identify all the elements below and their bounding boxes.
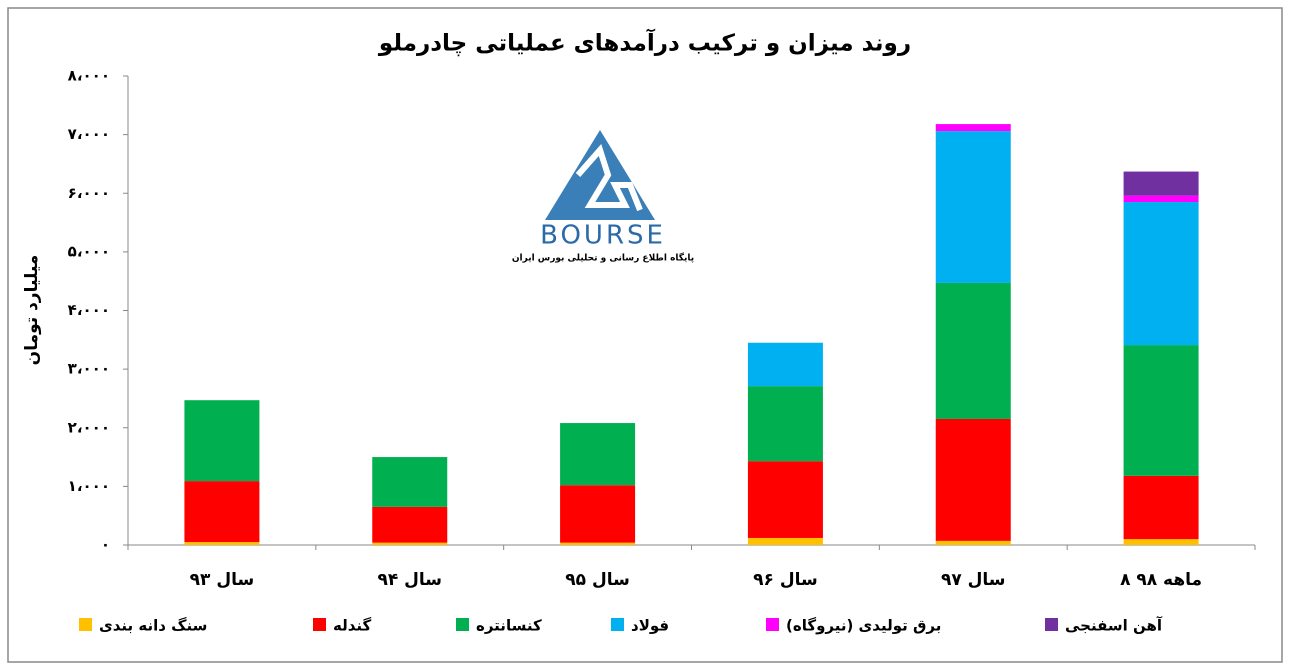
logo: BOURSE پایگاه اطلاع رسانی و تحلیلی بورس … <box>512 100 694 270</box>
bar-segment <box>372 542 448 545</box>
bar-segment <box>560 542 636 545</box>
y-tick-label: ۵،۰۰۰ <box>68 242 110 260</box>
bar-segment <box>184 542 260 545</box>
logo-mark <box>575 144 643 212</box>
bar-segment <box>1123 171 1199 196</box>
bar-segment <box>1123 539 1199 545</box>
x-tick-label: سال ۹۵ <box>565 570 630 590</box>
legend-swatch <box>766 618 779 631</box>
bar-segment <box>184 481 260 543</box>
x-tick-label: ۸ ماهه ۹۸ <box>1120 570 1202 590</box>
bar-segment <box>1123 475 1199 540</box>
y-tick-label: ۴،۰۰۰ <box>68 301 110 319</box>
logo-text: BOURSE <box>540 221 666 251</box>
bar-segment <box>560 423 636 486</box>
bar-segment <box>935 418 1011 541</box>
bar-segment <box>747 461 823 538</box>
y-tick-label: ۷،۰۰۰ <box>68 125 110 143</box>
y-tick-label: ۸،۰۰۰ <box>68 67 110 85</box>
x-tick-label: سال ۹۶ <box>753 570 818 590</box>
legend-swatch <box>456 618 469 631</box>
legend-swatch <box>79 618 92 631</box>
bar-segment <box>184 400 260 482</box>
logo-triangle <box>545 130 655 220</box>
bar-segment <box>935 131 1011 283</box>
y-tick-label: ۰ <box>101 536 110 554</box>
x-tick-label: سال ۹۴ <box>377 570 442 590</box>
legend-label: سنگ دانه بندی <box>99 617 207 635</box>
bar-segment <box>747 537 823 545</box>
bar-segment <box>747 342 823 387</box>
legend-label: برق تولیدی (نیروگاه) <box>786 617 941 635</box>
bar-segment <box>372 457 448 507</box>
bar-segment <box>747 386 823 462</box>
legend-label: گندله <box>333 617 372 635</box>
legend-label: آهن اسفنجی <box>1065 617 1163 635</box>
bar-segment <box>1123 195 1199 203</box>
y-tick-label: ۱،۰۰۰ <box>68 477 110 495</box>
x-tick-label: سال ۹۳ <box>190 570 255 590</box>
bar-segment <box>1123 202 1199 346</box>
y-axis-label: میلیارد تومان <box>22 255 42 366</box>
logo-subtitle: پایگاه اطلاع رسانی و تحلیلی بورس ایران <box>512 252 694 264</box>
bar-segment <box>560 485 636 543</box>
x-tick-label: سال ۹۷ <box>941 570 1006 590</box>
y-tick-label: ۲،۰۰۰ <box>68 418 110 436</box>
legend-label: فولاد <box>631 617 669 635</box>
bar-segment <box>372 506 448 543</box>
y-tick-label: ۶،۰۰۰ <box>68 184 110 202</box>
bar-segment <box>935 540 1011 545</box>
bar-segment <box>935 124 1011 132</box>
legend-swatch <box>611 618 624 631</box>
legend-swatch <box>1045 618 1058 631</box>
y-tick-label: ۳،۰۰۰ <box>68 360 110 378</box>
legend-label: کنسانتره <box>476 617 542 635</box>
legend-swatch <box>313 618 326 631</box>
chart-title: روند میزان و ترکیب درآمدهای عملیاتی چادر… <box>378 28 911 57</box>
bar-segment <box>1123 345 1199 476</box>
bar-segment <box>935 282 1011 419</box>
